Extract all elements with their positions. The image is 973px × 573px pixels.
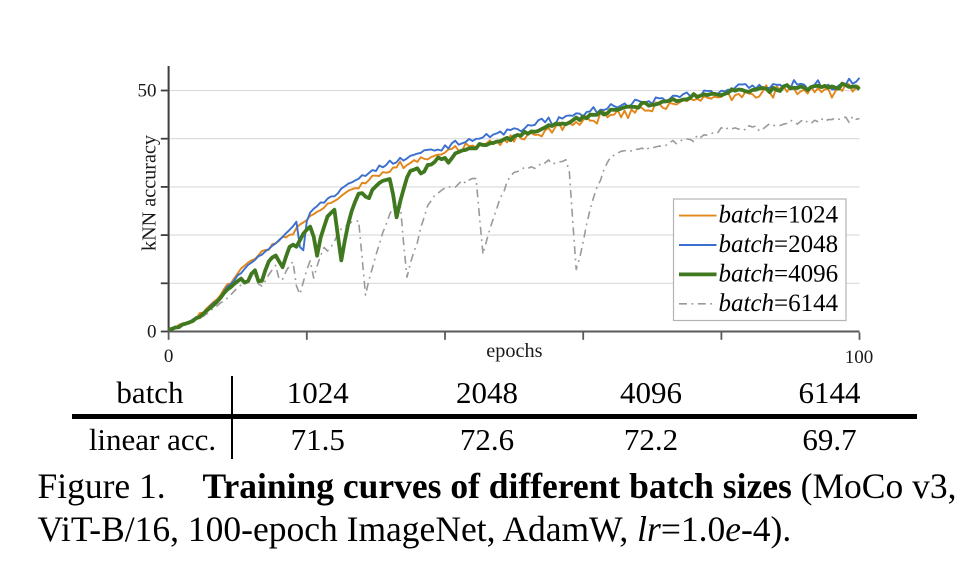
svg-text:0: 0 xyxy=(147,322,157,343)
svg-text:epochs: epochs xyxy=(486,340,542,362)
svg-text:kNN accuracy: kNN accuracy xyxy=(139,134,161,251)
svg-text:batch=2048: batch=2048 xyxy=(719,231,839,258)
svg-text:batch=4096: batch=4096 xyxy=(719,260,839,287)
svg-text:50: 50 xyxy=(138,81,157,102)
svg-text:100: 100 xyxy=(845,347,874,368)
svg-text:batch=1024: batch=1024 xyxy=(719,202,839,229)
svg-text:0: 0 xyxy=(164,346,174,367)
svg-text:batch=6144: batch=6144 xyxy=(719,290,839,317)
